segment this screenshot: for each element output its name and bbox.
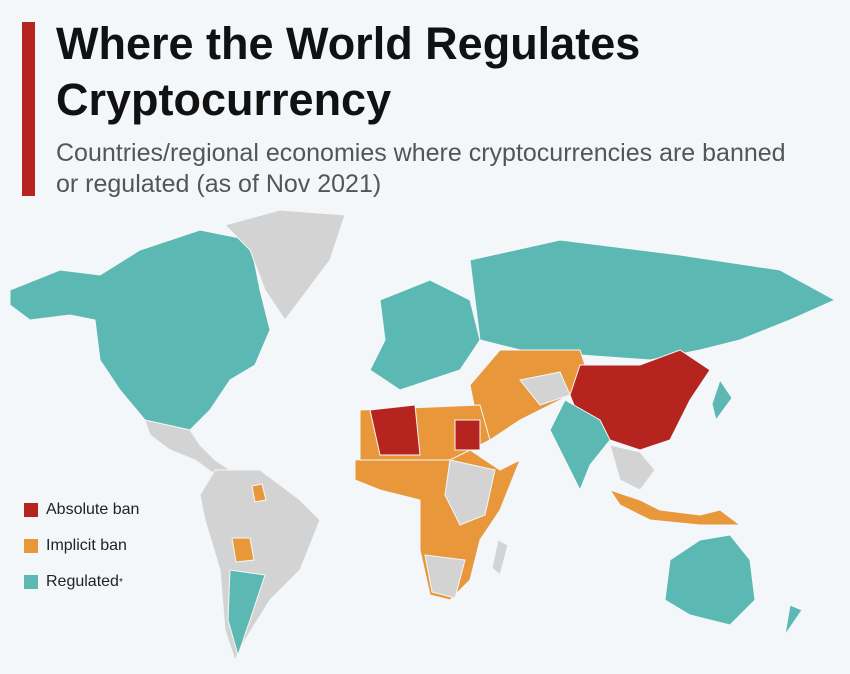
- legend-item: Absolute ban: [24, 492, 139, 528]
- europe: [369, 279, 481, 391]
- africa-unregulated: [444, 459, 496, 526]
- madagascar: [491, 539, 509, 576]
- japan: [711, 378, 733, 422]
- bolivia: [231, 537, 255, 563]
- legend-label: Regulated: [46, 573, 119, 590]
- subtitle: Countries/regional economies where crypt…: [56, 139, 786, 198]
- egypt: [454, 419, 481, 451]
- new-zealand: [784, 604, 803, 636]
- legend: Absolute ban Implicit ban Regulated *: [24, 492, 139, 600]
- legend-label: Implicit ban: [46, 537, 127, 554]
- greenland: [224, 209, 346, 321]
- legend-swatch: [24, 539, 38, 553]
- algeria: [369, 404, 421, 456]
- accent-bar: [22, 22, 35, 196]
- argentina: [227, 569, 266, 657]
- southern-africa: [424, 554, 466, 599]
- indonesia: [608, 489, 742, 526]
- legend-item: Implicit ban: [24, 528, 139, 564]
- venezuela-region: [251, 483, 267, 503]
- legend-note: *: [118, 576, 123, 588]
- legend-item: Regulated *: [24, 564, 139, 600]
- australia: [664, 534, 756, 626]
- north-america: [9, 229, 271, 441]
- southeast-asia: [609, 444, 656, 491]
- title: Where the World Regulates Cryptocurrency: [56, 18, 641, 125]
- legend-label: Absolute ban: [46, 501, 140, 518]
- legend-swatch: [24, 503, 38, 517]
- india: [549, 399, 611, 492]
- russia: [469, 239, 837, 361]
- legend-swatch: [24, 575, 38, 589]
